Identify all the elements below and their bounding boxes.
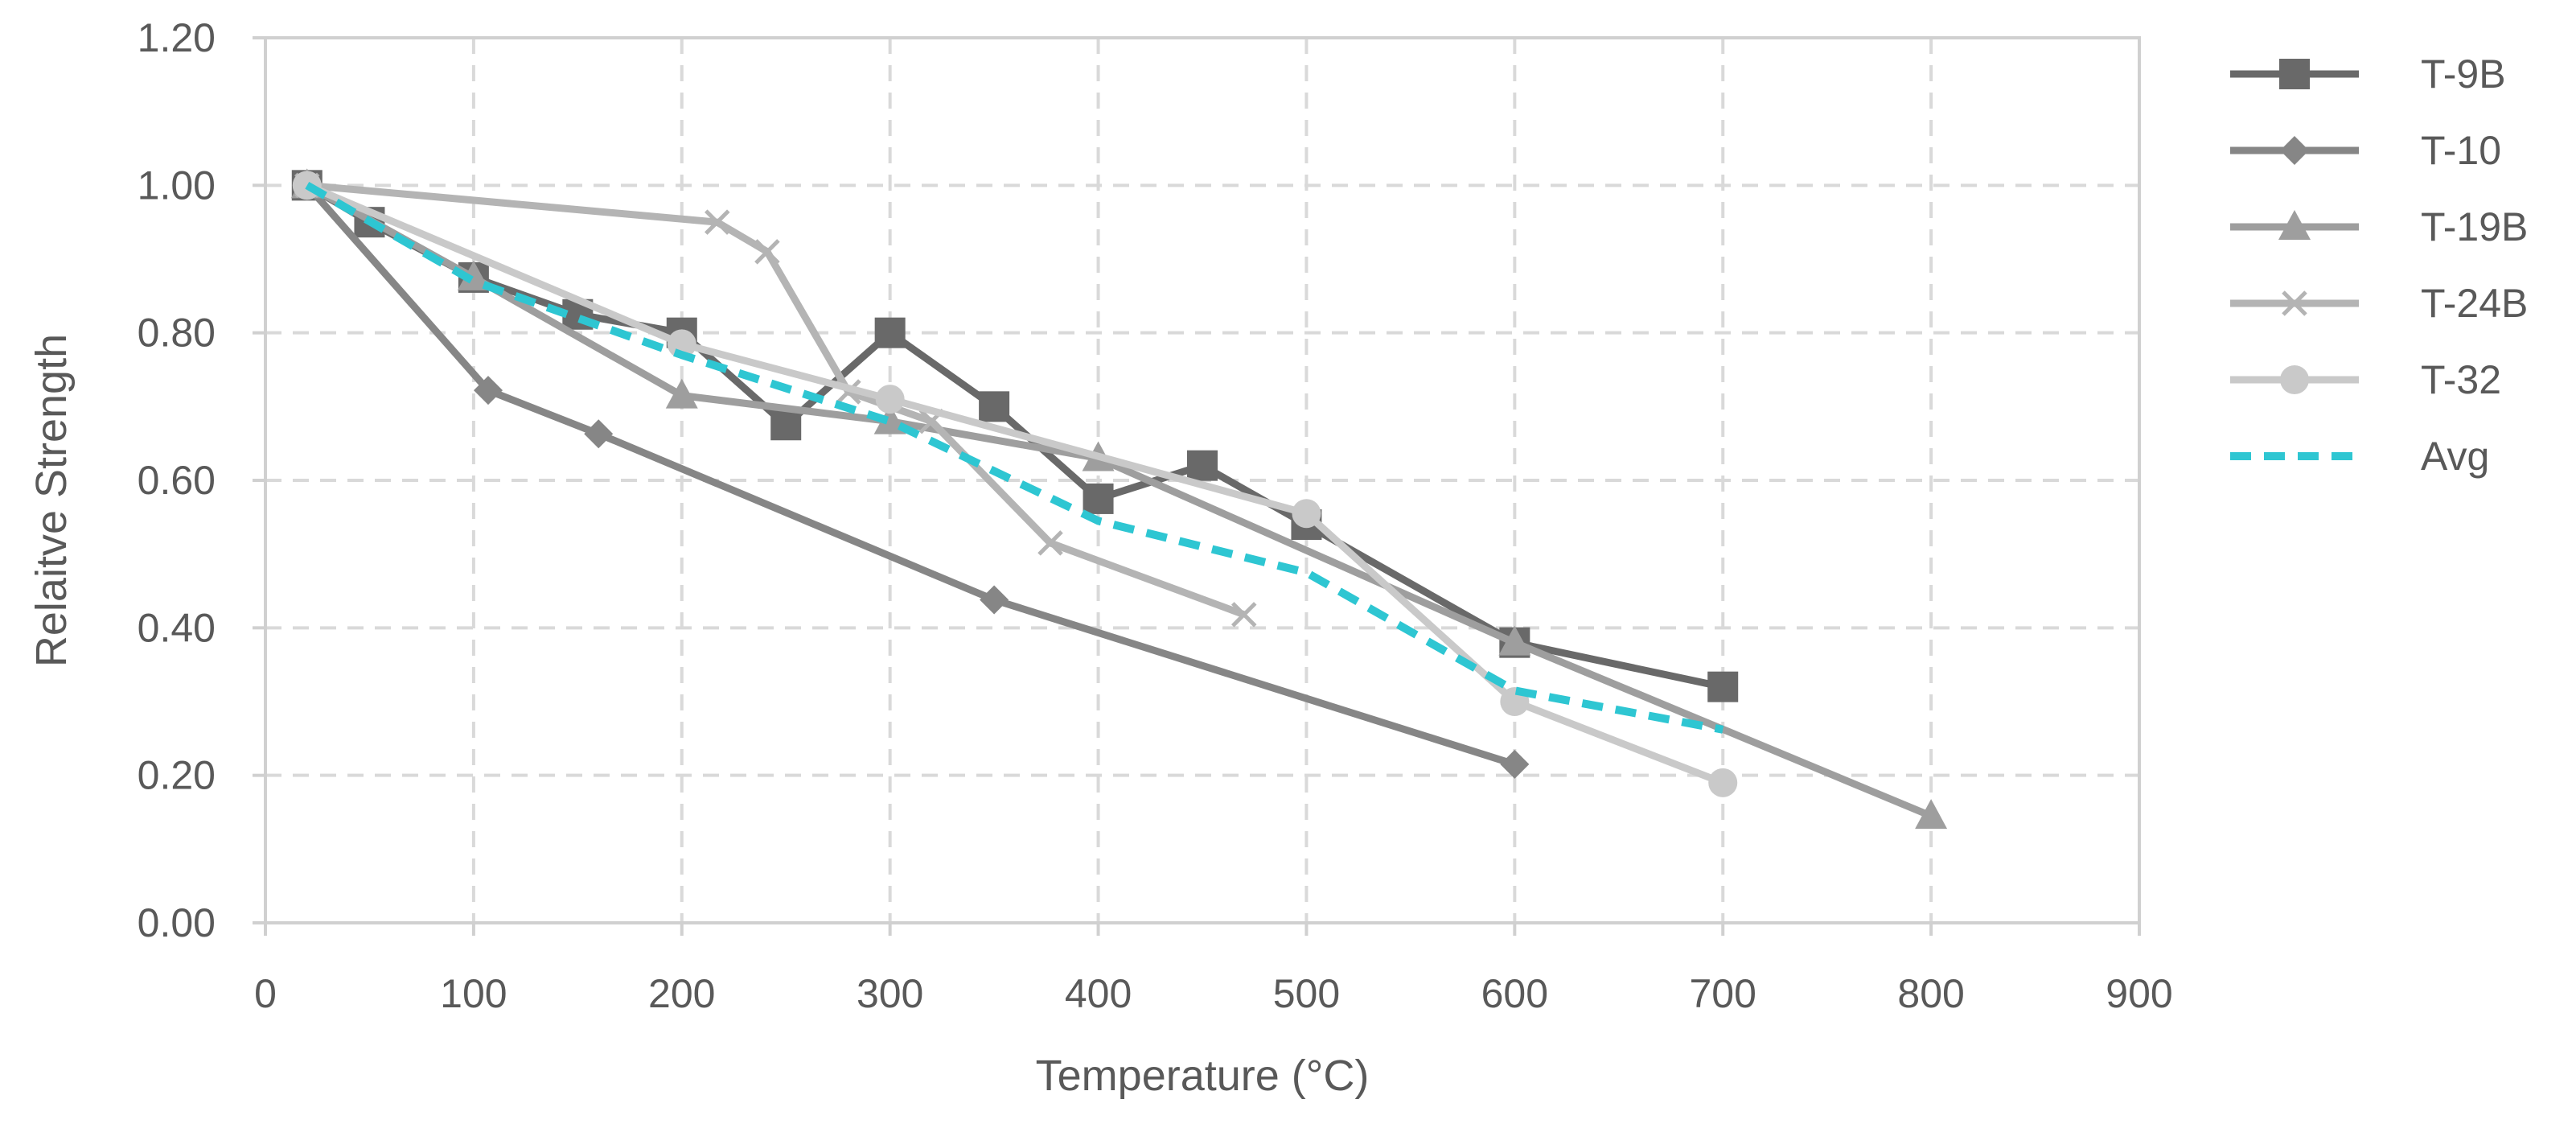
data-point-t-24b (754, 239, 780, 265)
axes (253, 36, 2141, 936)
tick-labels: 0 100 200 300 400 500 600 700 800 900 0.00 0.20 0.40… (138, 15, 2173, 1016)
legend: T-9B T-10 T-19B T-24B T-32 Avg (2230, 51, 2528, 479)
y-tick-label: 0.00 (138, 900, 216, 945)
data-point-t-32 (875, 385, 905, 414)
x-tick-label: 600 (1481, 971, 1548, 1016)
data-point-t-19b (457, 260, 490, 290)
data-point-t-10 (1500, 749, 1530, 779)
x-tick-label: 100 (440, 971, 507, 1016)
y-tick-label: 1.20 (138, 15, 216, 60)
data-point-t-19b (1915, 799, 1948, 830)
legend-marker-t-19b (2278, 210, 2311, 240)
x-tick-label: 0 (254, 971, 277, 1016)
series-line-t-24b (306, 181, 1246, 619)
data-point-t-9b (1707, 671, 1739, 702)
legend-label-t-19b: T-19B (2421, 204, 2528, 249)
x-tick-label: 800 (1897, 971, 1964, 1016)
y-tick-label: 0.60 (138, 458, 216, 503)
data-point-t-10 (980, 585, 1009, 615)
series-line-t-32 (306, 182, 1724, 786)
data-point-t-24b (705, 209, 730, 235)
data-point-t-19b (1498, 625, 1531, 656)
x-tick-label: 400 (1065, 971, 1132, 1016)
x-tick-label: 500 (1273, 971, 1340, 1016)
legend-label-t-32: T-32 (2421, 357, 2501, 402)
series-avg (305, 181, 1724, 734)
y-tick-label: 0.40 (138, 605, 216, 650)
y-axis-title: Relaitve Strength (27, 334, 76, 667)
series-line-avg (305, 181, 1724, 734)
legend-item-avg: Avg (2230, 434, 2489, 479)
y-tick-label: 0.20 (138, 753, 216, 798)
legend-label-t-10: T-10 (2421, 128, 2501, 173)
legend-label-avg: Avg (2421, 434, 2489, 479)
legend-label-t-9b: T-9B (2421, 51, 2506, 97)
data-series (290, 168, 1948, 830)
legend-marker-t-10 (2280, 136, 2309, 165)
legend-marker-t-9b (2279, 59, 2310, 89)
marker-stroke (754, 239, 780, 265)
data-point-t-9b (874, 317, 906, 348)
legend-marker-t-32 (2280, 365, 2309, 394)
y-tick-label: 1.00 (138, 163, 216, 208)
marker-stroke (1231, 602, 1257, 628)
legend-item-t-19b: T-19B (2230, 204, 2528, 249)
series-t-10 (292, 171, 1530, 779)
legend-item-t-24b: T-24B (2230, 281, 2528, 326)
legend-item-t-10: T-10 (2230, 128, 2501, 173)
marker-stroke (2282, 290, 2307, 316)
legend-label-t-24b: T-24B (2421, 281, 2528, 326)
data-point-t-9b (770, 410, 802, 441)
data-point-t-24b (1231, 602, 1257, 628)
legend-item-t-9b: T-9B (2230, 51, 2506, 97)
x-tick-label: 900 (2106, 971, 2172, 1016)
x-tick-label: 700 (1690, 971, 1756, 1016)
data-point-t-10 (584, 419, 614, 449)
data-point-t-9b (979, 391, 1010, 422)
x-tick-label: 200 (648, 971, 715, 1016)
data-point-t-32 (1292, 499, 1321, 529)
series-t-32 (292, 171, 1738, 797)
data-point-t-32 (1708, 768, 1738, 797)
legend-marker-t-24b (2282, 290, 2307, 316)
data-point-t-24b (1037, 530, 1063, 556)
marker-stroke (1037, 530, 1063, 556)
data-point-t-32 (667, 329, 696, 359)
y-tick-label: 0.80 (138, 311, 216, 356)
data-point-t-10 (474, 376, 503, 406)
x-tick-label: 300 (857, 971, 923, 1016)
x-axis-title: Temperature (°C) (1036, 1052, 1370, 1100)
data-point-t-19b (665, 378, 698, 409)
data-point-t-19b (873, 404, 906, 434)
series-t-19b (290, 168, 1948, 830)
legend-item-t-32: T-32 (2230, 357, 2501, 402)
data-point-t-9b (1187, 450, 1218, 481)
data-point-t-9b (1083, 483, 1114, 514)
marker-stroke (705, 209, 730, 235)
